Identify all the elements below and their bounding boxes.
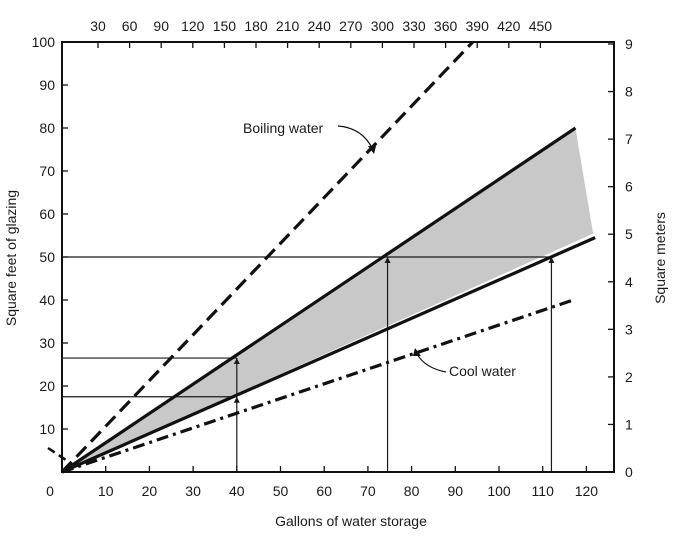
annotation-cool-water: Cool water <box>449 363 516 379</box>
x-tick-label-90: 90 <box>448 483 464 499</box>
x-tick-label-80: 80 <box>404 483 420 499</box>
right-tick-label-3: 3 <box>625 321 633 337</box>
x-axis-label: Gallons of water storage <box>275 513 427 529</box>
reference-arrowhead-2 <box>384 257 391 263</box>
series-line-solid-2 <box>61 236 596 474</box>
x-tick-label-100: 100 <box>487 483 511 499</box>
y-tick-label-60: 60 <box>39 206 55 222</box>
y-axis-label: Square feet of glazing <box>3 190 19 326</box>
dashed-stub <box>47 446 67 462</box>
top-tick-label-90: 90 <box>153 18 169 34</box>
top-tick-label-120: 120 <box>181 18 205 34</box>
reference-arrowhead-3 <box>548 257 555 263</box>
top-tick-label-150: 150 <box>213 18 237 34</box>
x-tick-label-10: 10 <box>98 483 114 499</box>
cool-water-pointer <box>416 353 447 373</box>
y-tick-label-100: 100 <box>32 34 56 50</box>
x-tick-label-0: 0 <box>46 483 54 499</box>
top-tick-label-300: 300 <box>371 18 395 34</box>
top-tick-label-180: 180 <box>244 18 268 34</box>
boiling-water-arrowhead <box>368 146 376 154</box>
y-tick-label-20: 20 <box>39 378 55 394</box>
top-tick-label-330: 330 <box>402 18 426 34</box>
series-line-dashed-0 <box>60 40 474 474</box>
x-tick-label-70: 70 <box>360 483 376 499</box>
x-tick-label-20: 20 <box>142 483 158 499</box>
reference-lines-layer <box>62 256 555 472</box>
right-tick-label-2: 2 <box>625 369 633 385</box>
top-tick-label-360: 360 <box>434 18 458 34</box>
y-tick-label-40: 40 <box>39 292 55 308</box>
x-tick-label-60: 60 <box>316 483 332 499</box>
y-tick-label-10: 10 <box>39 421 55 437</box>
x-tick-label-120: 120 <box>575 483 599 499</box>
y-tick-label-70: 70 <box>39 163 55 179</box>
right-tick-label-7: 7 <box>625 131 633 147</box>
boiling-water-pointer <box>337 125 373 149</box>
top-tick-label-240: 240 <box>308 18 332 34</box>
right-tick-label-0: 0 <box>625 464 633 480</box>
y-tick-label-30: 30 <box>39 335 55 351</box>
ticks-layer: 0 10 20 30 40 50 60 70 80 90 100 110 120102030405060… <box>32 18 633 499</box>
top-tick-label-60: 60 <box>122 18 138 34</box>
x-tick-label-110: 110 <box>532 483 555 499</box>
reference-arrowhead-0 <box>233 358 240 365</box>
right-tick-label-9: 9 <box>625 36 633 52</box>
right-tick-label-4: 4 <box>625 274 633 290</box>
y-tick-label-80: 80 <box>39 120 55 136</box>
series-layer <box>47 40 596 474</box>
top-tick-label-210: 210 <box>276 18 300 34</box>
x-tick-label-50: 50 <box>273 483 289 499</box>
y-tick-label-90: 90 <box>39 77 55 93</box>
right-tick-label-5: 5 <box>625 226 633 242</box>
right-tick-label-8: 8 <box>625 84 633 100</box>
y-tick-label-50: 50 <box>39 249 55 265</box>
reference-arrowhead-1 <box>233 396 240 403</box>
top-tick-label-270: 270 <box>339 18 363 34</box>
top-tick-label-390: 390 <box>466 18 490 34</box>
shaded-band <box>62 128 594 472</box>
cool-water-arrowhead <box>413 348 421 356</box>
annotation-boiling-water: Boiling water <box>243 120 323 136</box>
top-tick-label-30: 30 <box>90 18 106 34</box>
right-tick-label-1: 1 <box>625 416 633 432</box>
series-line-dash-dot-3 <box>61 298 574 474</box>
series-line-solid-1 <box>61 126 577 474</box>
right-tick-label-6: 6 <box>625 179 633 195</box>
x-tick-label-40: 40 <box>229 483 245 499</box>
annotation-arrows <box>337 125 447 373</box>
x-tick-label-30: 30 <box>185 483 201 499</box>
shaded-band-layer <box>62 128 594 472</box>
top-tick-label-450: 450 <box>529 18 553 34</box>
top-tick-label-420: 420 <box>497 18 521 34</box>
y2-axis-label: Square meters <box>652 212 668 304</box>
